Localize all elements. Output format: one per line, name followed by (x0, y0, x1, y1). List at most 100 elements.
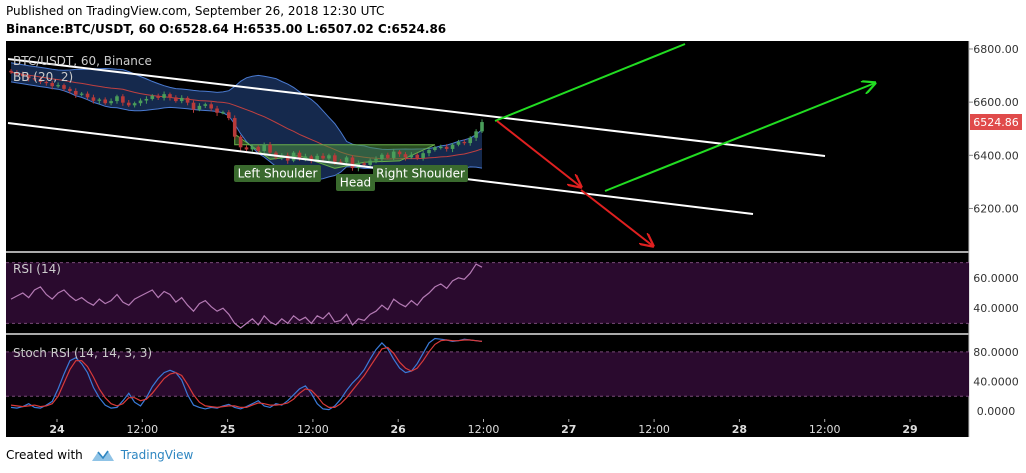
stoch-axis-ticks: 80.0000 40.0000 0.0000 (973, 346, 1019, 418)
candle-body (374, 159, 378, 161)
price-panel[interactable] (6, 41, 969, 251)
published-line: Published on TradingView.com, September … (6, 4, 385, 18)
candle-body (421, 153, 425, 158)
candle-body (480, 122, 484, 132)
candle-body (144, 98, 149, 101)
candle-body (62, 85, 66, 89)
candle-body (468, 137, 473, 144)
pattern-labels: Left Shoulder Head Right Shoulder (234, 165, 468, 191)
candle-body (91, 97, 96, 101)
candle-body (156, 95, 160, 98)
candle-body (409, 154, 414, 158)
time-tick-label: 12:00 (468, 423, 500, 436)
candle-body (215, 108, 219, 113)
candle-body (26, 76, 31, 79)
price-tick-label: 6800.00 (973, 43, 1019, 56)
candle-body (262, 144, 266, 152)
candle-body (250, 146, 255, 150)
candlesticks (9, 69, 484, 172)
stoch-rsi-indicator (6, 337, 969, 411)
stoch-tick-label: 0.0000 (977, 405, 1016, 418)
candle-body (427, 149, 431, 154)
candle-body (20, 74, 25, 77)
candle-body (350, 157, 355, 169)
candle-body (138, 100, 143, 104)
right-shoulder-label: Right Shoulder (376, 167, 465, 181)
time-axis-ticks: 24 12:00 25 12:00 26 12:00 27 12:00 28 12:00 29 (49, 419, 918, 436)
rsi-indicator (6, 262, 969, 329)
candle-body (444, 146, 449, 149)
candle-body (321, 155, 325, 159)
candle-body (362, 163, 367, 165)
candle-body (338, 161, 343, 163)
candle-body (38, 79, 43, 82)
ohlc-values: O:6528.64 H:6535.00 L:6507.02 C:6524.86 (159, 22, 447, 36)
symbol-ohlc-line: Binance:BTC/USDT, 60 O:6528.64 H:6535.00… (6, 22, 446, 36)
time-tick-label: 26 (391, 423, 407, 436)
price-tick-label: 6600.00 (973, 96, 1019, 109)
green-arrow-2 (604, 83, 875, 192)
candle-body (303, 156, 308, 159)
candle-body (368, 160, 372, 165)
candle-body (44, 81, 49, 84)
candle-body (232, 118, 237, 137)
time-tick-label: 27 (561, 423, 576, 436)
candle-body (297, 152, 302, 159)
price-axis-ticks: 6800.00 6600.00 6400.00 6200.00 (969, 43, 1019, 215)
candle-body (380, 154, 384, 160)
head-label-bg (336, 174, 375, 191)
candle-body (227, 112, 231, 119)
candle-body (126, 102, 131, 106)
candle-body (415, 154, 420, 158)
candle-body (433, 147, 437, 150)
right-shoulder-label-bg (373, 165, 468, 182)
red-arrow-1 (496, 120, 581, 187)
candle-body (474, 131, 478, 138)
candle-body (121, 96, 125, 103)
candle-body (50, 83, 55, 87)
candle-body (244, 147, 249, 150)
symbol-label: Binance:BTC/USDT, 60 (6, 22, 156, 36)
candle-body (109, 101, 113, 104)
candle-body (97, 99, 102, 101)
head-label: Head (340, 176, 371, 190)
tradingview-link[interactable]: TradingView (120, 448, 194, 462)
rsi-panel-title: RSI (14) (13, 262, 61, 276)
stoch-panel-title: Stoch RSI (14, 14, 3, 3) (13, 346, 152, 360)
time-axis[interactable] (6, 419, 969, 437)
candle-body (391, 151, 396, 158)
time-tick-label: 12:00 (809, 423, 841, 436)
time-tick-label: 12:00 (297, 423, 329, 436)
candle-body (221, 112, 225, 114)
stoch-tick-label: 80.0000 (973, 346, 1019, 359)
candle-body (179, 97, 184, 102)
time-tick-label: 25 (220, 423, 235, 436)
candle-body (197, 105, 202, 110)
candle-body (168, 94, 172, 98)
candle-body (397, 151, 402, 155)
candle-body (403, 154, 408, 158)
candle-body (209, 104, 213, 109)
stoch-tick-label: 40.0000 (973, 375, 1019, 388)
candle-body (9, 70, 13, 73)
time-tick-label: 24 (49, 423, 65, 436)
chart-area[interactable]: Left Shoulder Head Right Shoulder BTC/US… (0, 41, 1026, 437)
left-shoulder-label: Left Shoulder (238, 167, 318, 181)
tradingview-logo-icon[interactable] (91, 449, 115, 462)
time-tick-label: 28 (732, 423, 747, 436)
candle-body (56, 85, 60, 87)
price-tick-label: 6200.00 (973, 202, 1019, 215)
candle-body (32, 78, 37, 80)
bb-indicator-label: BB (20, 2) (13, 70, 73, 84)
candle-body (150, 95, 155, 99)
candle-body (162, 94, 166, 98)
candle-body (191, 102, 196, 110)
rsi-axis-ticks: 60.0000 40.0000 (973, 272, 1019, 315)
candle-body (315, 155, 319, 161)
candle-body (132, 103, 137, 106)
price-axis[interactable] (969, 41, 1026, 419)
candle-body (103, 99, 107, 104)
candle-body (309, 156, 314, 161)
footer: Created with TradingView (6, 448, 193, 462)
rsi-line (10, 263, 483, 329)
